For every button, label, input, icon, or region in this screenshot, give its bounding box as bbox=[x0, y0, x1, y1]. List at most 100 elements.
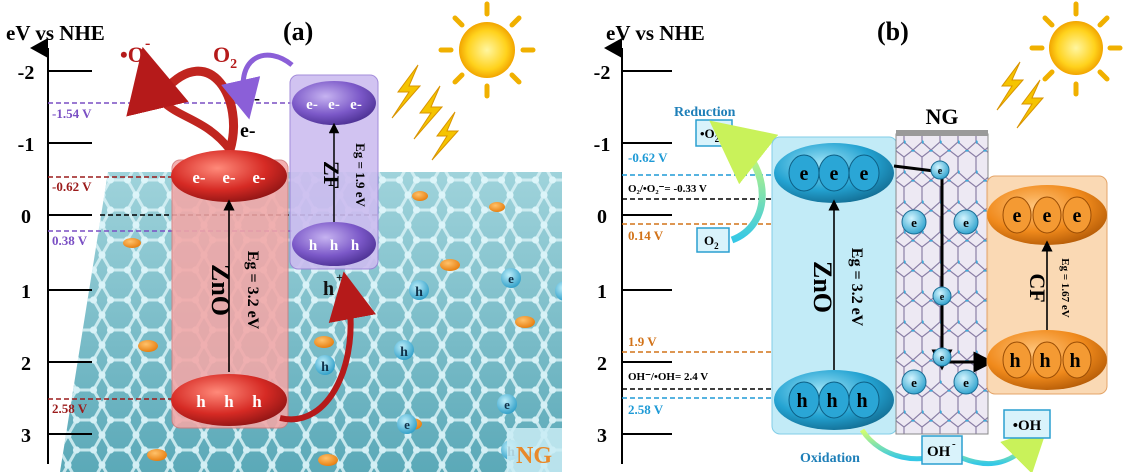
svg-text:NG: NG bbox=[516, 443, 552, 469]
svg-text:-: - bbox=[952, 438, 956, 450]
svg-text:O2: O2 bbox=[213, 42, 237, 72]
hole-transfer-arrow bbox=[279, 271, 376, 423]
tick-label: 1 bbox=[597, 281, 607, 303]
zno-cb-electron: e- bbox=[192, 168, 206, 187]
zno-cb-electrons: e e e bbox=[788, 154, 880, 192]
zno-vb-holes: h h h bbox=[788, 381, 880, 419]
sheet-electron: e bbox=[497, 394, 517, 414]
level-label: OH⁻/•OH= 2.4 V bbox=[628, 371, 708, 383]
hydroxide-box: OH - bbox=[921, 435, 963, 465]
tick-label: 0 bbox=[21, 206, 31, 228]
axis-ticks: -2 -1 0 1 2 3 bbox=[594, 62, 672, 447]
zf-vb-hole: h bbox=[351, 238, 360, 254]
sheet-electron: e bbox=[555, 281, 562, 301]
ng-electron: e bbox=[963, 375, 969, 390]
svg-text:O2: O2 bbox=[704, 233, 719, 251]
ng-electron: e bbox=[911, 375, 917, 390]
zf-vb-hole: h bbox=[330, 238, 339, 254]
svg-text:•OH: •OH bbox=[1013, 418, 1042, 434]
reduction-arrow-head bbox=[126, 46, 234, 153]
cf-vb-hole: h bbox=[1069, 350, 1080, 372]
ng-electron: e bbox=[938, 166, 943, 177]
tick-label: 1 bbox=[21, 281, 31, 303]
zno-name: ZnO bbox=[808, 261, 837, 313]
svg-text:e: e bbox=[508, 271, 514, 286]
cf-vb-holes: h h h bbox=[1002, 341, 1092, 379]
level-label: 2.58 V bbox=[628, 402, 664, 417]
electron-transport: e e e e e e e bbox=[893, 160, 995, 395]
zf-block: e- e- e- h h h ZF Eg = 1.9 eV bbox=[289, 74, 379, 270]
svg-text:h: h bbox=[321, 360, 329, 375]
superoxide-box: •O2 - bbox=[695, 119, 733, 147]
energy-axis: eV vs NHE -2 -1 0 1 2 3 bbox=[594, 21, 705, 464]
level-label: 1.9 V bbox=[628, 334, 657, 349]
level-labels: -0.62 V O₂/•O₂⁻= -0.33 V 0.14 V 1.9 V OH… bbox=[628, 150, 708, 417]
oxygen-label: O2 bbox=[213, 42, 237, 72]
tick-label: 2 bbox=[21, 353, 31, 375]
cf-vb-hole: h bbox=[1009, 350, 1020, 372]
level-label: O₂/•O₂⁻= -0.33 V bbox=[628, 183, 707, 195]
tick-label: -1 bbox=[594, 134, 611, 156]
oxidation-arrow-b bbox=[961, 426, 1048, 472]
hole-label: h bbox=[323, 278, 334, 300]
zno-vb-hole: h bbox=[196, 392, 206, 411]
light-bolts-icon bbox=[391, 64, 460, 161]
sun-icon bbox=[1029, 1, 1123, 97]
level-label: -0.62 V bbox=[52, 179, 92, 194]
sheet-hole: h bbox=[409, 280, 429, 300]
zno-block: e e e h h h ZnO Eg = 3.2 eV bbox=[771, 136, 898, 435]
tick-label: -2 bbox=[18, 62, 35, 84]
energy-axis: eV vs NHE -2 -1 0 1 2 3 bbox=[6, 21, 105, 464]
zno-gap: Eg = 3.2 eV bbox=[848, 248, 865, 327]
tick-label: -1 bbox=[18, 134, 35, 156]
panel-a: h e e h h e e h NG eV vs NHE -2 -1 0 1 2… bbox=[6, 1, 562, 472]
sheet-carriers: h e e h h e e h bbox=[315, 268, 562, 460]
cf-cb-electrons: e e e bbox=[1002, 196, 1092, 234]
panel-label: (b) bbox=[877, 17, 909, 46]
level-label: 0.14 V bbox=[628, 228, 664, 243]
electron-transfer-arrow bbox=[221, 52, 294, 120]
panel-b: eV vs NHE -2 -1 0 1 2 3 (b) -0.62 V O₂/•… bbox=[562, 0, 1124, 472]
zf-name: ZF bbox=[319, 161, 344, 189]
tick-label: 3 bbox=[21, 425, 31, 447]
zno-cb-electron: e- bbox=[222, 168, 236, 187]
svg-text:-: - bbox=[719, 121, 723, 133]
level-label: 2.58 V bbox=[52, 401, 88, 416]
tick-label: 2 bbox=[597, 353, 607, 375]
sun-icon bbox=[438, 1, 536, 99]
cf-vb-hole: h bbox=[1039, 350, 1050, 372]
level-lines bbox=[622, 174, 774, 399]
level-label: -0.62 V bbox=[628, 150, 668, 165]
zf-cb-electron: e- bbox=[306, 97, 318, 113]
panel-label: (a) bbox=[283, 17, 313, 46]
axis-ticks: -2 -1 0 1 2 3 bbox=[18, 62, 92, 447]
svg-text:+: + bbox=[336, 270, 343, 285]
svg-text:e: e bbox=[504, 397, 510, 412]
sheet-electron: e bbox=[501, 268, 521, 288]
zno-vb-hole: h bbox=[856, 390, 867, 412]
panel-a-svg: h e e h h e e h NG eV vs NHE -2 -1 0 1 2… bbox=[6, 1, 562, 472]
zf-cb-electron: e- bbox=[328, 97, 340, 113]
zno-vb-hole: h bbox=[796, 390, 807, 412]
sheet-electron: e bbox=[397, 414, 417, 434]
ng-electron: e bbox=[940, 292, 945, 303]
zno-gap: Eg = 3.2 eV bbox=[244, 251, 261, 330]
cf-cb-electron: e bbox=[1013, 205, 1022, 227]
free-electron: e- bbox=[240, 120, 256, 142]
level-label: -1.54 V bbox=[52, 106, 92, 121]
zf-cb-electron: e- bbox=[350, 97, 362, 113]
cf-cb-electron: e bbox=[1073, 205, 1082, 227]
ng-label: NG bbox=[507, 428, 562, 472]
zno-vb-hole: h bbox=[252, 392, 262, 411]
reduction-arrow bbox=[709, 120, 779, 244]
stray-minus: - bbox=[254, 88, 260, 108]
zno-block: e- e- e- h h h ZnO Eg = 3.2 eV bbox=[171, 150, 289, 429]
zno-name: ZnO bbox=[206, 264, 235, 316]
axis-title: eV vs NHE bbox=[6, 21, 105, 45]
level-labels: -1.54 V -0.62 V 0.38 V 2.58 V bbox=[52, 106, 92, 416]
reduction-label: Reduction bbox=[674, 105, 736, 120]
ng-electron: e bbox=[940, 353, 945, 364]
svg-text:-: - bbox=[145, 35, 150, 52]
superoxide-label: •O2 - bbox=[120, 35, 152, 72]
